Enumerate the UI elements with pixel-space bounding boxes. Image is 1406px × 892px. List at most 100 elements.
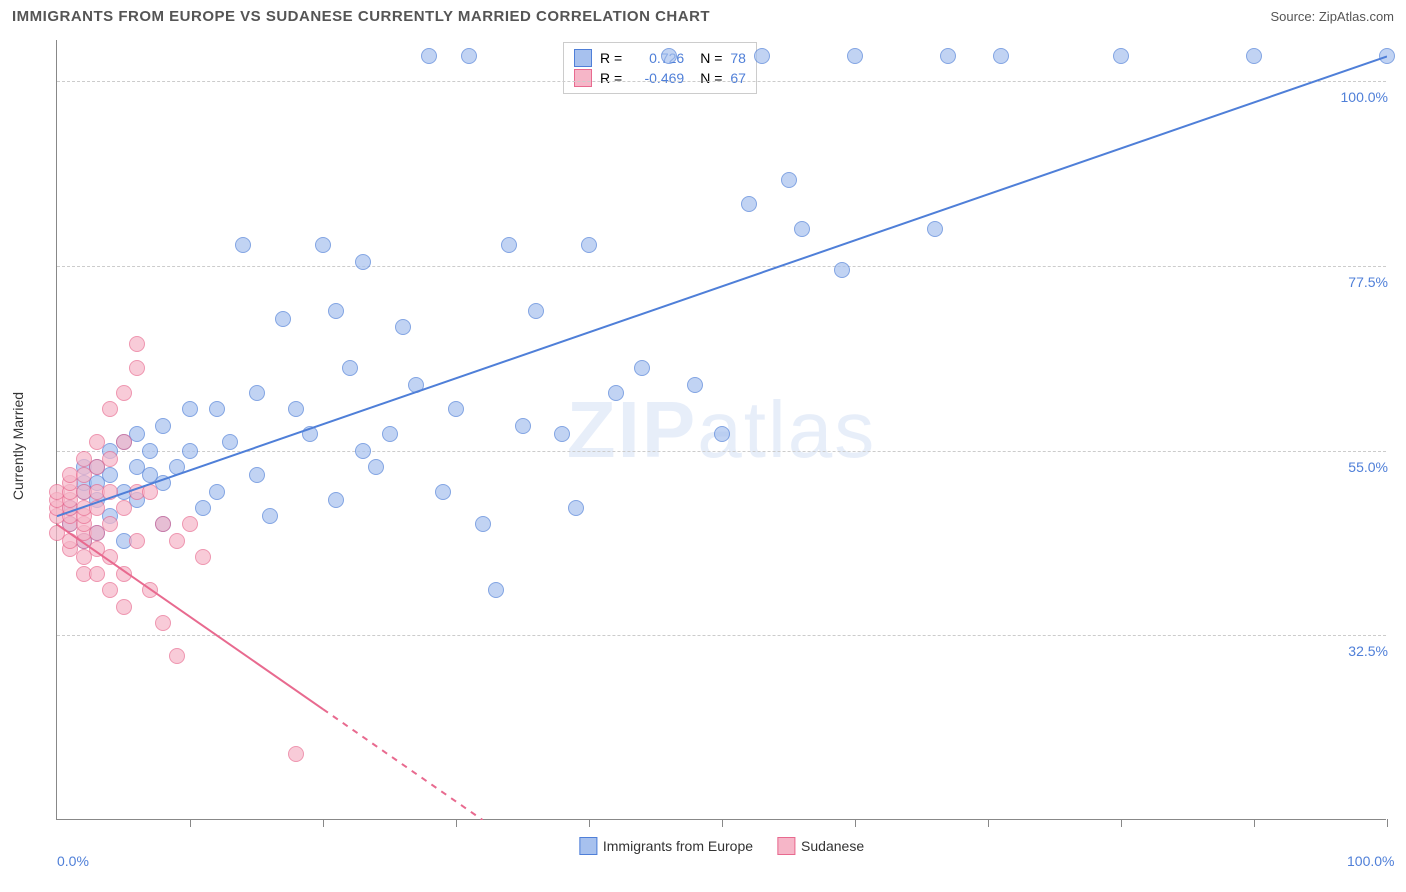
data-point	[249, 385, 265, 401]
data-point	[741, 196, 757, 212]
data-point	[116, 599, 132, 615]
gridline-h	[57, 635, 1386, 636]
legend-item-label: Sudanese	[801, 838, 864, 854]
data-point	[102, 516, 118, 532]
data-point	[116, 500, 132, 516]
scatter-chart-area: ZIPatlas R = 0.726 N = 78 R = -0.469 N =…	[56, 40, 1386, 820]
data-point	[528, 303, 544, 319]
data-point	[1113, 48, 1129, 64]
data-point	[781, 172, 797, 188]
x-tick	[1121, 819, 1122, 827]
x-tick	[988, 819, 989, 827]
data-point	[169, 533, 185, 549]
data-point	[661, 48, 677, 64]
data-point	[435, 484, 451, 500]
data-point	[102, 582, 118, 598]
data-point	[634, 360, 650, 376]
chart-title: IMMIGRANTS FROM EUROPE VS SUDANESE CURRE…	[12, 8, 710, 25]
data-point	[102, 467, 118, 483]
data-point	[182, 516, 198, 532]
y-axis-title: Currently Married	[10, 392, 26, 500]
data-point	[155, 516, 171, 532]
data-point	[368, 459, 384, 475]
x-tick-label: 100.0%	[1347, 853, 1394, 869]
legend-swatch	[574, 49, 592, 67]
data-point	[129, 336, 145, 352]
data-point	[448, 401, 464, 417]
data-point	[834, 262, 850, 278]
data-point	[355, 254, 371, 270]
legend-r-label: R =	[600, 70, 622, 86]
legend-item: Immigrants from Europe	[579, 837, 753, 855]
legend-row: R = -0.469 N = 67	[574, 69, 746, 87]
data-point	[169, 459, 185, 475]
data-point	[209, 401, 225, 417]
data-point	[195, 549, 211, 565]
legend-swatch	[574, 69, 592, 87]
x-tick	[722, 819, 723, 827]
data-point	[169, 648, 185, 664]
series-legend: Immigrants from Europe Sudanese	[579, 837, 864, 855]
data-point	[382, 426, 398, 442]
data-point	[608, 385, 624, 401]
correlation-legend: R = 0.726 N = 78 R = -0.469 N = 67	[563, 42, 757, 94]
data-point	[142, 484, 158, 500]
data-point	[182, 443, 198, 459]
data-point	[155, 418, 171, 434]
x-tick	[190, 819, 191, 827]
data-point	[288, 746, 304, 762]
legend-n-label: N =	[700, 70, 722, 86]
data-point	[395, 319, 411, 335]
data-point	[315, 237, 331, 253]
x-tick-label: 0.0%	[57, 853, 89, 869]
data-point	[993, 48, 1009, 64]
gridline-h	[57, 266, 1386, 267]
data-point	[847, 48, 863, 64]
data-point	[102, 549, 118, 565]
legend-r-label: R =	[600, 50, 622, 66]
legend-swatch	[579, 837, 597, 855]
x-tick	[1387, 819, 1388, 827]
data-point	[89, 566, 105, 582]
data-point	[302, 426, 318, 442]
x-tick	[589, 819, 590, 827]
data-point	[554, 426, 570, 442]
y-tick-label: 55.0%	[1348, 459, 1388, 475]
x-tick	[323, 819, 324, 827]
data-point	[461, 48, 477, 64]
data-point	[1246, 48, 1262, 64]
data-point	[102, 401, 118, 417]
data-point	[288, 401, 304, 417]
data-point	[355, 443, 371, 459]
data-point	[581, 237, 597, 253]
data-point	[714, 426, 730, 442]
data-point	[182, 401, 198, 417]
y-tick-label: 77.5%	[1348, 274, 1388, 290]
data-point	[102, 484, 118, 500]
data-point	[328, 303, 344, 319]
data-point	[754, 48, 770, 64]
data-point	[249, 467, 265, 483]
data-point	[794, 221, 810, 237]
data-point	[1379, 48, 1395, 64]
legend-item: Sudanese	[777, 837, 864, 855]
data-point	[275, 311, 291, 327]
chart-header: IMMIGRANTS FROM EUROPE VS SUDANESE CURRE…	[0, 0, 1406, 29]
data-point	[89, 434, 105, 450]
data-point	[195, 500, 211, 516]
data-point	[129, 360, 145, 376]
data-point	[940, 48, 956, 64]
data-point	[102, 451, 118, 467]
x-tick	[1254, 819, 1255, 827]
legend-n-value: 78	[730, 50, 746, 66]
legend-r-value: -0.469	[630, 70, 684, 86]
data-point	[262, 508, 278, 524]
gridline-h	[57, 451, 1386, 452]
data-point	[568, 500, 584, 516]
data-point	[155, 615, 171, 631]
data-point	[209, 484, 225, 500]
legend-swatch	[777, 837, 795, 855]
x-tick	[456, 819, 457, 827]
data-point	[927, 221, 943, 237]
y-tick-label: 32.5%	[1348, 643, 1388, 659]
